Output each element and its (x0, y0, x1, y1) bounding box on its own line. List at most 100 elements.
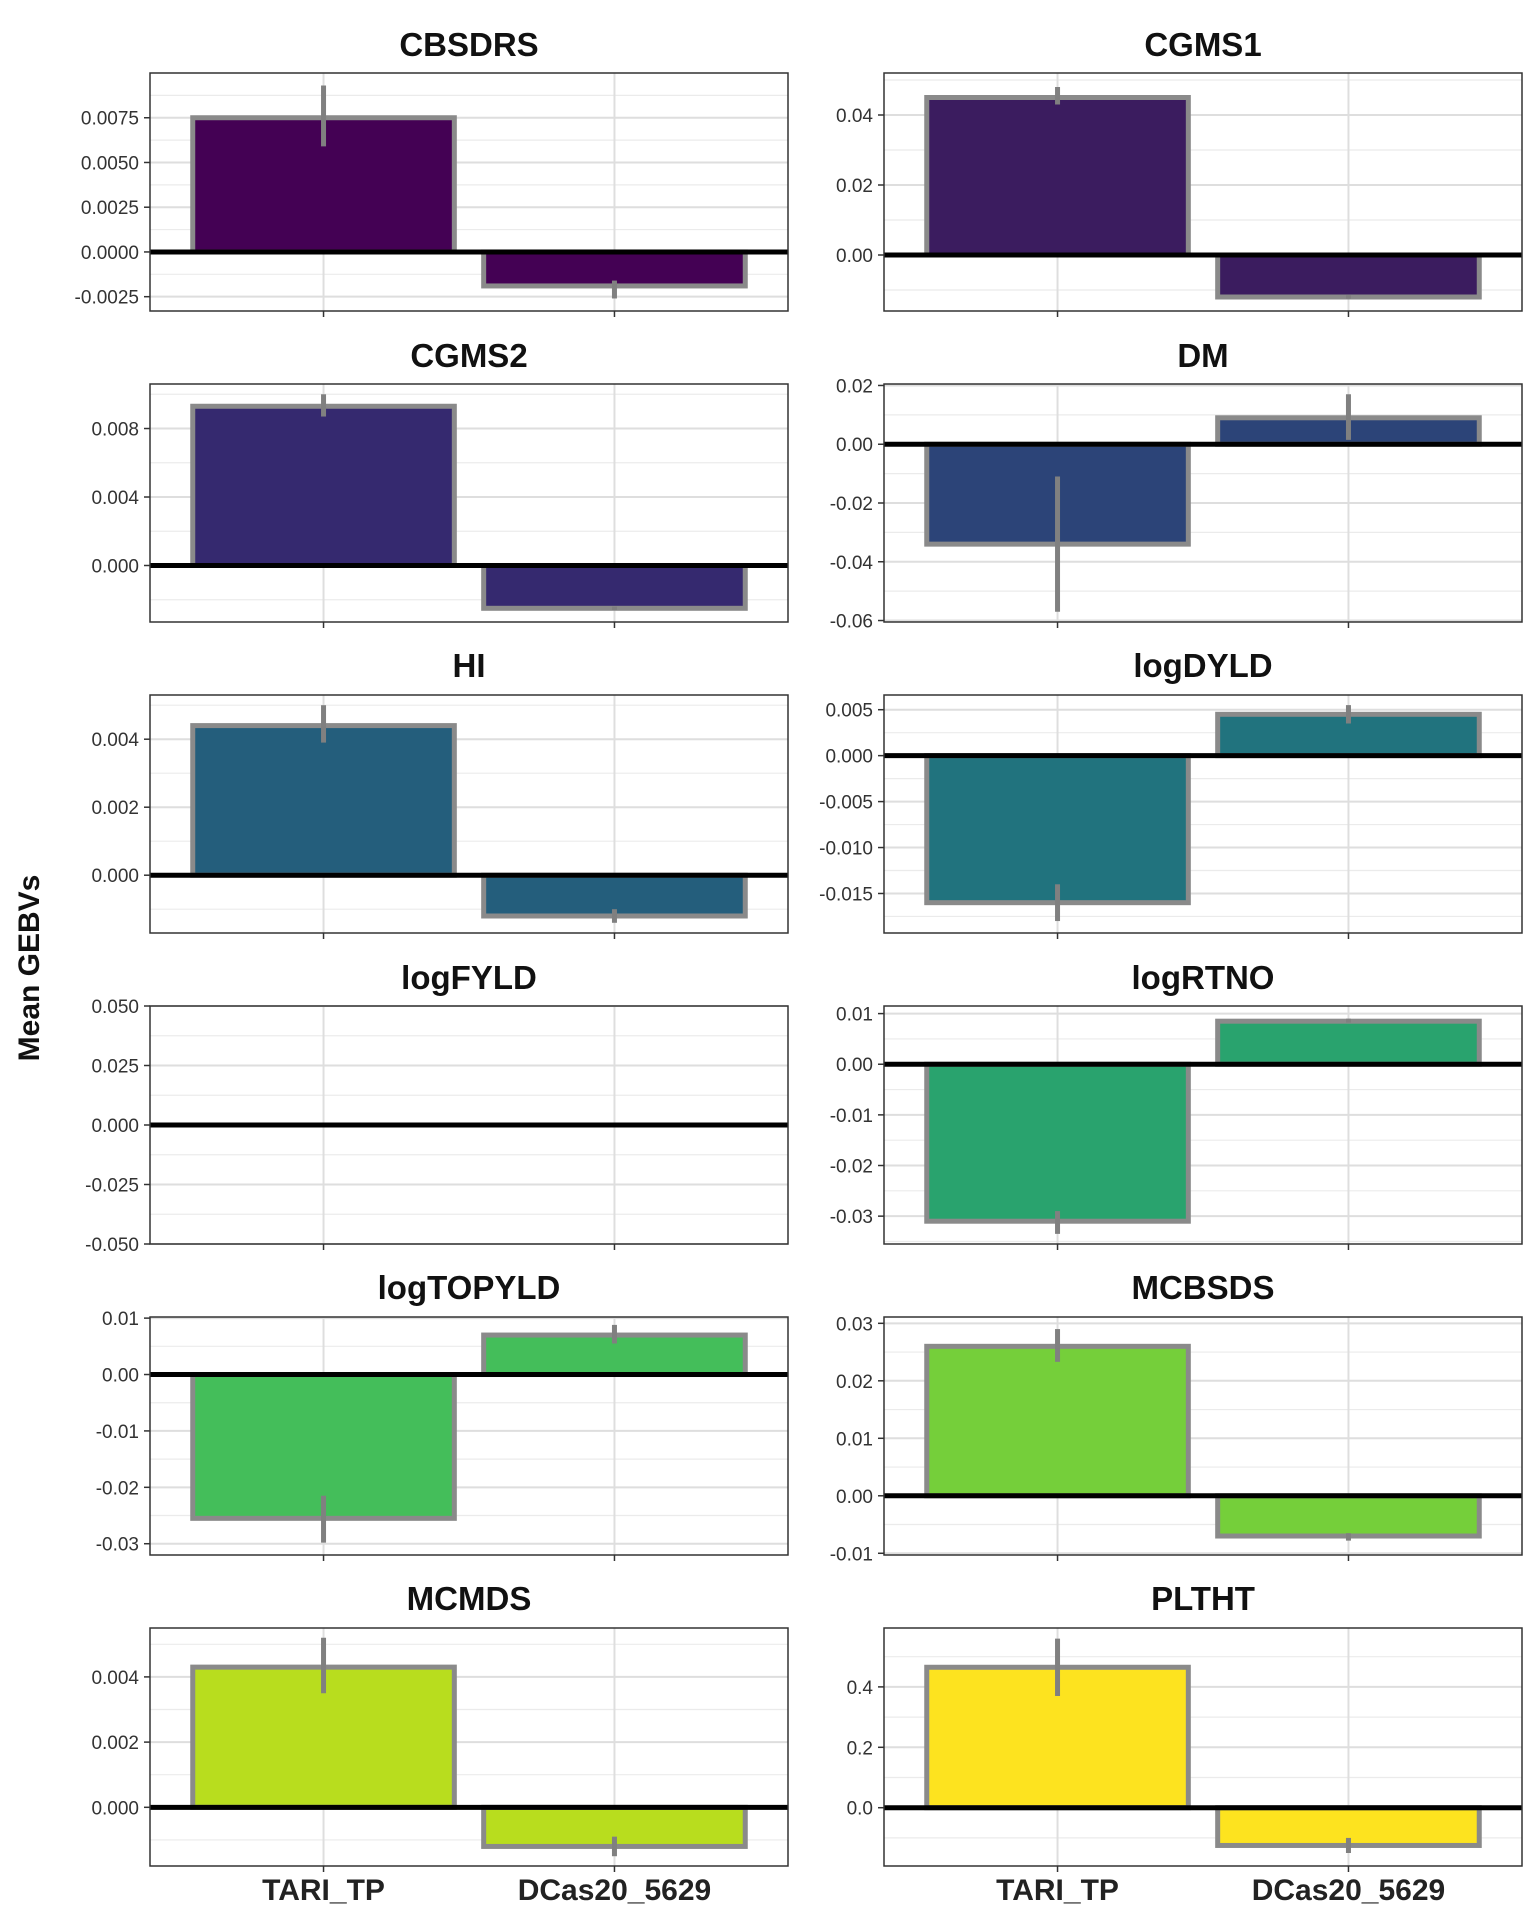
y-tick-label: 0.00 (836, 1487, 873, 1508)
x-tick-label-dcas20-5629: DCas20_5629 (518, 1874, 712, 1907)
y-tick-label: 0.002 (91, 798, 139, 819)
panel-title: MCBSDS (1131, 1269, 1274, 1306)
x-tick-label-dcas20-5629: DCas20_5629 (1252, 1874, 1446, 1907)
y-tick-label: 0.004 (91, 730, 139, 751)
panel-border (149, 1316, 789, 1556)
y-tick-label: 0.0000 (81, 243, 139, 264)
y-tick-label: -0.025 (85, 1176, 139, 1197)
bar-tari-tp (924, 1061, 1191, 1224)
y-tick-label: -0.02 (830, 494, 873, 515)
y-tick-label: 0.0025 (81, 198, 139, 219)
y-tick-label: 0.0 (847, 1799, 873, 1820)
y-tick-label: 0.000 (91, 1798, 139, 1819)
y-tick-label: -0.0025 (75, 288, 139, 309)
y-tick-label: -0.02 (96, 1478, 139, 1499)
panel-title: PLTHT (1151, 1580, 1255, 1617)
panel-border (149, 72, 789, 312)
panel-border (149, 383, 789, 623)
y-tick-label: 0.000 (825, 747, 873, 768)
panel-title: HI (453, 647, 486, 684)
y-axis-title: Mean GEBVs (13, 875, 46, 1062)
bar-tari-tp (924, 95, 1191, 258)
y-tick-label: -0.03 (96, 1535, 139, 1556)
y-tick-label: 0.0075 (81, 109, 139, 130)
panel-title: MCMDS (407, 1580, 532, 1617)
y-tick-label: 0.0050 (81, 153, 139, 174)
x-tick-label-tari-tp: TARI_TP (262, 1874, 385, 1907)
panel-logrtno: logRTNO 0.01 0.00 -0.01 -0.02 -0.03 (830, 959, 1523, 1250)
panel-border (149, 1627, 789, 1867)
panel-border (883, 694, 1523, 934)
y-tick-label: 0.01 (836, 1005, 873, 1026)
panel-border (883, 72, 1523, 312)
panel-dm: DM 0.02 0.00 -0.02 -0.04 -0.06 (830, 337, 1523, 633)
y-tick-label: 0.050 (91, 997, 139, 1018)
panel-title: CBSDRS (399, 26, 538, 63)
x-tick-label-tari-tp: TARI_TP (996, 1874, 1119, 1907)
y-tick-label: -0.005 (819, 793, 873, 814)
panel-logdyld: logDYLD 0.005 0.000 -0.005 -0.010 -0.015 (819, 647, 1523, 939)
y-tick-label: 0.004 (91, 488, 139, 509)
panel-border (883, 1005, 1523, 1245)
y-tick-label: 0.00 (836, 1055, 873, 1076)
bar-dcas20-5629 (1215, 252, 1482, 300)
panel-title: logRTNO (1132, 959, 1275, 996)
y-tick-label: -0.050 (85, 1235, 139, 1256)
bar-tari-tp (924, 753, 1191, 906)
y-tick-label: 0.025 (91, 1057, 139, 1078)
panel-hi: HI 0.004 0.002 0.000 (91, 647, 789, 939)
bar-tari-tp (190, 403, 457, 568)
y-tick-label: -0.015 (819, 884, 873, 905)
panel-pltht: PLTHT 0.4 0.2 0.0 (847, 1580, 1523, 1872)
panel-cgms1: CGMS1 0.04 0.02 0.00 (836, 26, 1523, 317)
bar-dcas20-5629 (1215, 1493, 1482, 1539)
y-tick-label: 0.000 (91, 556, 139, 577)
panel-border (149, 694, 789, 934)
y-tick-label: 0.02 (836, 176, 873, 197)
y-tick-label: -0.010 (819, 839, 873, 860)
y-tick-label: -0.02 (830, 1157, 873, 1178)
y-tick-label: 0.01 (836, 1429, 873, 1450)
y-tick-label: -0.01 (96, 1422, 139, 1443)
y-tick-label: 0.03 (836, 1314, 873, 1335)
bar-dcas20-5629 (1215, 1018, 1482, 1067)
y-tick-label: 0.00 (836, 246, 873, 267)
panel-mcmds: MCMDS 0.004 0.002 0.000 (91, 1580, 789, 1872)
panels-container: CBSDRS 0.0075 0.0050 0.0025 0.0000 -0.0025 CGM… (75, 26, 1523, 1872)
panel-logfyld: logFYLD 0.050 0.025 0.000 -0.025 -0.050 (85, 959, 789, 1256)
panel-border (883, 1316, 1523, 1556)
y-tick-label: 0.01 (102, 1309, 139, 1330)
panel-title: CGMS1 (1144, 26, 1261, 63)
y-tick-label: 0.2 (847, 1738, 873, 1759)
y-tick-label: 0.00 (836, 435, 873, 456)
y-tick-label: 0.04 (836, 106, 873, 127)
bar-dcas20-5629 (481, 562, 748, 611)
y-tick-label: -0.04 (830, 553, 874, 574)
panel-title: logDYLD (1133, 647, 1272, 684)
y-tick-label: 0.4 (847, 1678, 874, 1699)
panel-cbsdrs: CBSDRS 0.0075 0.0050 0.0025 0.0000 -0.0025 (75, 26, 789, 317)
y-tick-label: -0.06 (830, 612, 873, 633)
panel-title: logTOPYLD (378, 1269, 561, 1306)
panel-title: DM (1177, 337, 1228, 374)
y-tick-label: 0.008 (91, 420, 139, 441)
y-tick-label: -0.01 (830, 1106, 873, 1127)
y-tick-label: 0.004 (91, 1668, 139, 1689)
panel-title: logFYLD (401, 959, 537, 996)
bar-tari-tp (190, 723, 457, 878)
y-tick-label: 0.002 (91, 1733, 139, 1754)
bar-dcas20-5629 (1215, 711, 1482, 759)
bar-tari-tp (924, 1343, 1191, 1499)
y-tick-label: 0.000 (91, 1116, 139, 1137)
panel-title: CGMS2 (410, 337, 527, 374)
y-tick-label: 0.02 (836, 376, 873, 397)
x-axis-labels: TARI_TP DCas20_5629 TARI_TP DCas20_5629 (262, 1874, 1445, 1907)
y-tick-label: -0.01 (830, 1544, 873, 1565)
y-tick-label: 0.005 (825, 701, 873, 722)
panel-mcbsds: MCBSDS 0.03 0.02 0.01 0.00 -0.01 (830, 1269, 1523, 1565)
y-tick-label: -0.03 (830, 1207, 873, 1228)
panel-cgms2: CGMS2 0.008 0.004 0.000 (91, 337, 789, 628)
panel-logtopyld: logTOPYLD 0.01 0.00 -0.01 -0.02 -0.03 (96, 1269, 789, 1561)
y-tick-label: 0.000 (91, 866, 139, 887)
